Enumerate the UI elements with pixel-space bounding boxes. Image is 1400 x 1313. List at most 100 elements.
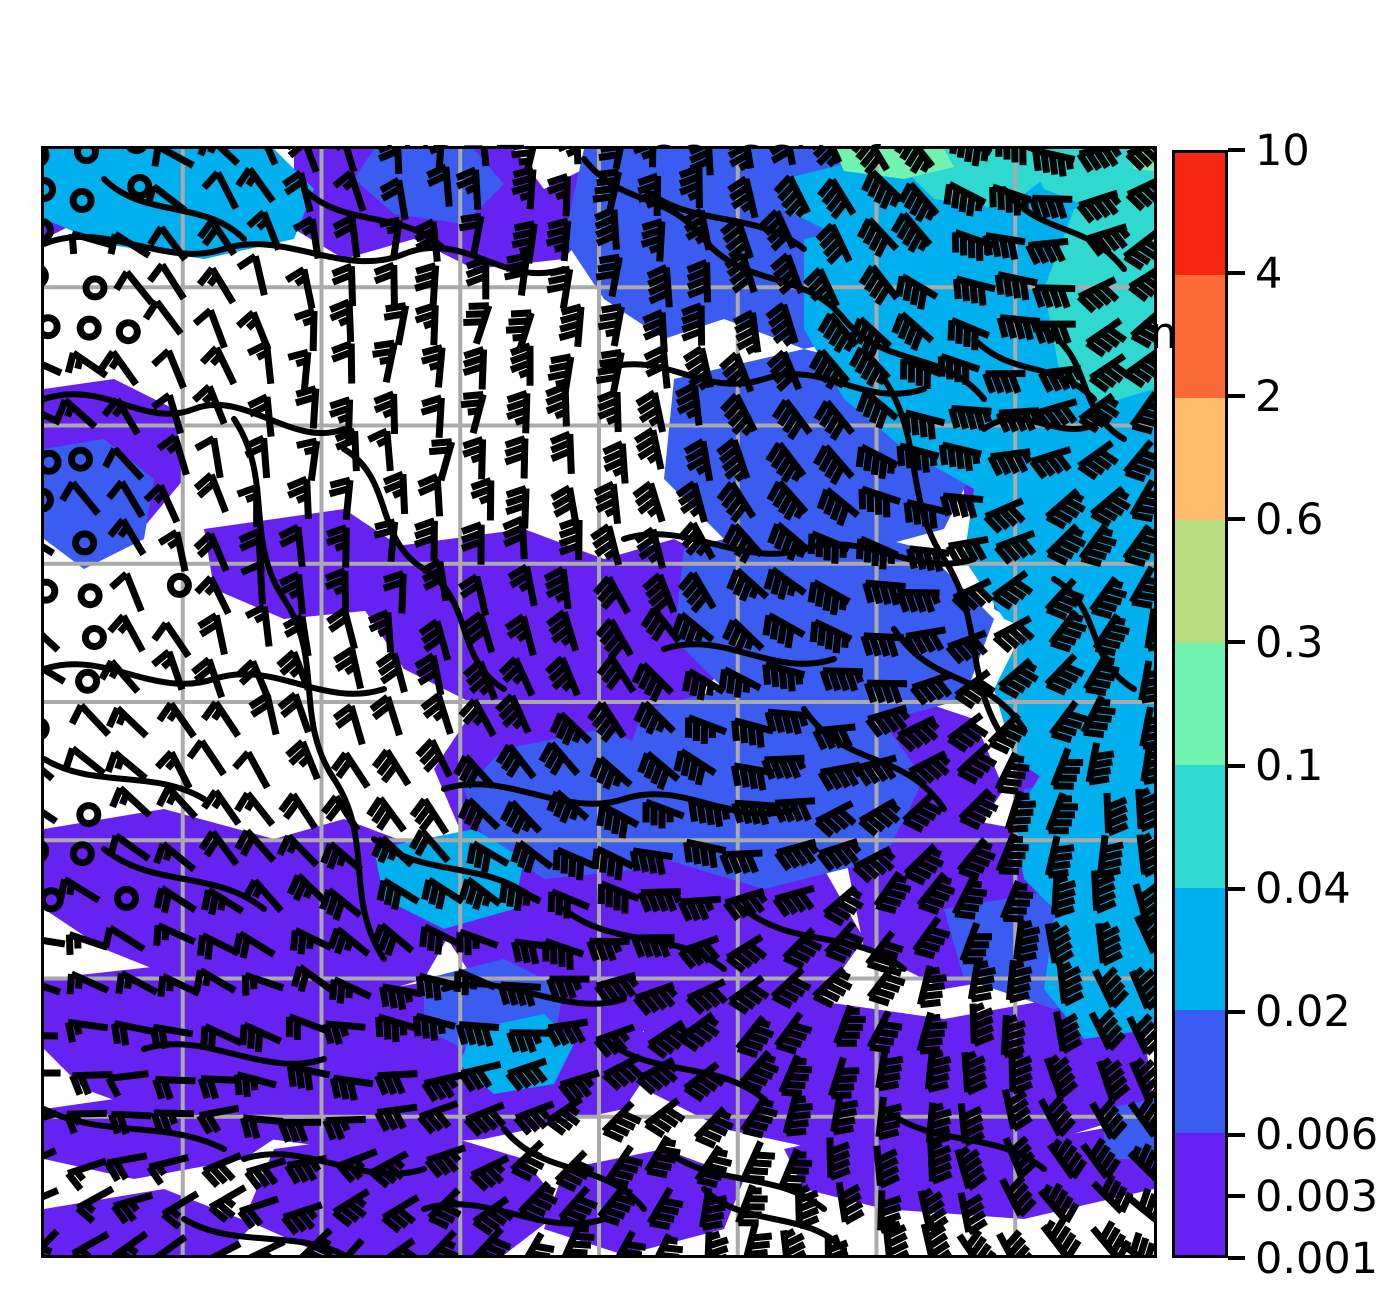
wind-barb (1144, 608, 1154, 652)
wind-barb (595, 348, 625, 393)
wind-barb (943, 181, 987, 217)
calm-wind-circle (44, 177, 57, 202)
wind-barb (545, 1096, 584, 1136)
wind-barb (1128, 565, 1154, 609)
wind-barb (367, 609, 395, 653)
wind-barb (688, 798, 732, 828)
wind-barb (727, 149, 755, 172)
wind-barb (509, 342, 534, 386)
wind-barb (369, 1150, 409, 1189)
wind-barb (1053, 1011, 1083, 1055)
wind-barb (290, 964, 335, 994)
wind-barb (264, 149, 279, 166)
wind-barb (634, 526, 666, 570)
wind-barb (1127, 1187, 1154, 1223)
wind-barb (106, 479, 146, 519)
wind-barb (640, 218, 666, 262)
calm-wind-circle (76, 802, 102, 828)
wind-barb (589, 755, 633, 790)
contour-wind-map (44, 149, 1154, 1255)
wind-barb (958, 787, 999, 831)
wind-barb (327, 926, 371, 957)
wind-barb (472, 1226, 512, 1255)
wind-barb (44, 1032, 59, 1040)
wind-barb (504, 613, 537, 657)
wind-barb (44, 543, 56, 557)
wind-barb (517, 1180, 559, 1224)
wind-barb (633, 700, 676, 735)
wind-barb (66, 970, 110, 995)
map-plot-area[interactable] (41, 146, 1157, 1258)
wind-barb (896, 589, 941, 614)
wind-barb (324, 567, 350, 611)
wind-barb (854, 754, 897, 787)
wind-barb (770, 966, 812, 1009)
wind-barb (1080, 694, 1116, 739)
wind-barb (201, 170, 240, 210)
wind-barb (917, 964, 947, 1009)
wind-barb (605, 1144, 644, 1188)
wind-barb (200, 887, 245, 916)
wind-barb (835, 1181, 865, 1225)
wind-barb (774, 838, 820, 872)
wind-barb (371, 835, 414, 868)
wind-barb (1032, 320, 1076, 345)
wind-barb (590, 523, 622, 566)
wind-barb (807, 530, 851, 564)
wind-barb (848, 345, 891, 387)
wind-barb (285, 1013, 329, 1041)
wind-barb (1000, 1014, 1027, 1059)
wind-barb (64, 1018, 109, 1043)
wind-barb (69, 1071, 113, 1096)
wind-barb (332, 703, 366, 746)
calm-wind-circle (44, 218, 54, 243)
wind-barb (646, 264, 673, 308)
wind-barb (637, 888, 683, 913)
wind-barb (1038, 364, 1084, 393)
calm-wind-circle (68, 446, 93, 472)
wind-barb (740, 1095, 778, 1139)
wind-barb (939, 492, 984, 519)
wind-barb (902, 409, 946, 440)
calm-wind-circle (44, 487, 54, 513)
wind-barb (766, 349, 803, 392)
colorbar[interactable] (1172, 150, 1228, 1258)
wind-barb (1044, 835, 1075, 879)
wind-barb (1088, 1008, 1127, 1052)
wind-barb (420, 394, 445, 439)
wind-barb (1089, 1098, 1128, 1141)
wind-barb (1129, 391, 1154, 435)
wind-barb (549, 430, 575, 475)
wind-barb (457, 797, 501, 832)
wind-barb (328, 476, 354, 521)
wind-barb (685, 978, 728, 1015)
wind-barb (906, 545, 950, 573)
wind-barb (243, 434, 271, 479)
wind-barb (903, 843, 945, 886)
wind-barb (367, 427, 394, 472)
wind-barb (281, 170, 314, 213)
wind-barb (150, 1109, 194, 1134)
colorbar-band-2 (1175, 397, 1225, 521)
wind-barb (197, 218, 238, 257)
wind-barb (65, 1157, 108, 1192)
wind-barb (682, 668, 726, 701)
wind-barb (852, 845, 896, 884)
wind-barb (427, 1187, 462, 1230)
wind-barb (1091, 1173, 1134, 1215)
wind-barb (44, 1069, 61, 1077)
wind-barb (766, 479, 809, 521)
wind-barb (278, 792, 319, 830)
wind-barb (102, 924, 146, 953)
wind-barb (1029, 445, 1072, 480)
wind-barb (631, 934, 676, 959)
wind-barb (678, 1011, 720, 1053)
wind-barb (281, 1201, 323, 1236)
wind-barb (513, 1100, 555, 1136)
wind-barb (369, 694, 403, 737)
wind-barb (409, 797, 450, 836)
colorbar-band-6 (1175, 887, 1225, 1011)
wind-barb (782, 1093, 813, 1137)
wind-barb (598, 149, 624, 170)
wind-barb (897, 181, 940, 223)
